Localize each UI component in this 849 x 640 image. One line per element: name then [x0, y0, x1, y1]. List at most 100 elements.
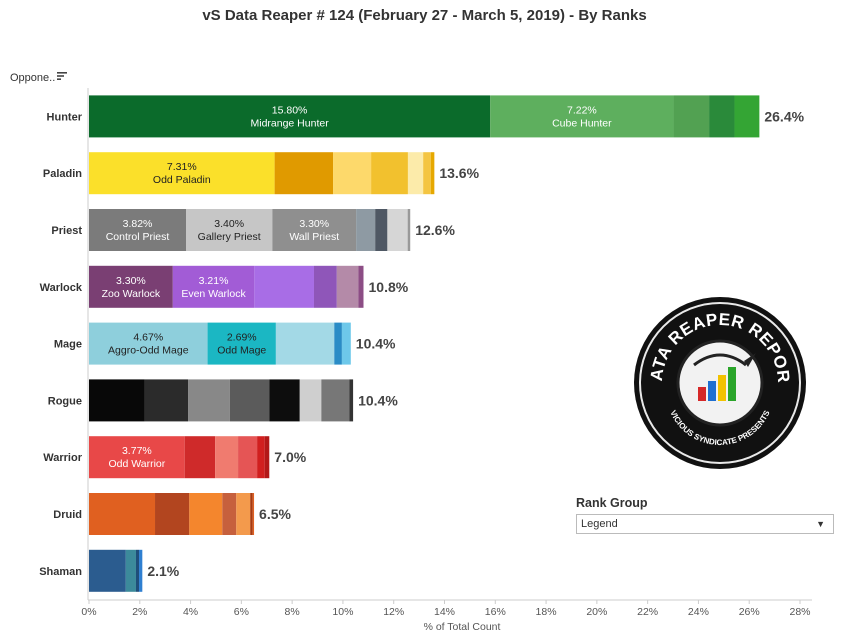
- bar-value-label: 7.22%: [567, 104, 597, 116]
- bar-segment-paladin-2[interactable]: [333, 152, 372, 195]
- opponent-filter-label[interactable]: Oppone..: [10, 72, 56, 84]
- bar-segment-rogue-0[interactable]: [89, 379, 145, 422]
- category-total-label: 7.0%: [274, 449, 306, 465]
- bar-segment-hunter-2[interactable]: [673, 95, 710, 138]
- bar-segment-paladin-5[interactable]: [423, 152, 431, 195]
- bar-segment-priest-5[interactable]: [387, 209, 408, 251]
- bar-segment-paladin-3[interactable]: [371, 152, 408, 195]
- bar-archetype-label: Aggro-Odd Mage: [108, 345, 189, 357]
- bar-segment-shaman-2[interactable]: [135, 549, 140, 592]
- bar-segment-mage-2[interactable]: [275, 322, 335, 365]
- bar-segment-priest-4[interactable]: [375, 209, 388, 251]
- bar-segment-paladin-0[interactable]: [89, 152, 275, 195]
- bar-segment-druid-6[interactable]: [252, 493, 255, 535]
- bar-archetype-label: Wall Priest: [289, 231, 339, 243]
- bar-segment-warrior-3[interactable]: [238, 436, 258, 479]
- bar-segment-mage-0[interactable]: [89, 322, 208, 365]
- bar-segment-priest-2[interactable]: [272, 209, 357, 251]
- x-tick-label: 6%: [234, 606, 249, 618]
- bar-segment-mage-1[interactable]: [207, 322, 276, 365]
- bar-segment-shaman-1[interactable]: [125, 549, 136, 592]
- category-label-rogue: Rogue: [48, 395, 82, 407]
- bar-segment-shaman-0[interactable]: [89, 549, 126, 592]
- bar-segment-priest-0[interactable]: [89, 209, 186, 251]
- chevron-down-icon[interactable]: ▼: [816, 519, 825, 529]
- bar-segment-druid-2[interactable]: [189, 493, 223, 535]
- bar-segment-hunter-1[interactable]: [490, 95, 674, 138]
- bar-segment-warlock-0[interactable]: [89, 265, 173, 308]
- bar-segment-warlock-1[interactable]: [172, 265, 255, 308]
- category-label-druid: Druid: [53, 509, 82, 521]
- bar-segment-warrior-2[interactable]: [215, 436, 239, 479]
- bar-value-label: 3.82%: [123, 218, 153, 230]
- bar-value-label: 7.31%: [167, 161, 197, 173]
- bar-segment-warlock-4[interactable]: [336, 265, 359, 308]
- bar-segment-warrior-5[interactable]: [264, 436, 270, 479]
- bar-segment-paladin-6[interactable]: [430, 152, 435, 195]
- bar-segment-hunter-0[interactable]: [89, 95, 491, 138]
- x-tick-label: 12%: [383, 606, 404, 618]
- bar-segment-priest-6[interactable]: [407, 209, 411, 251]
- bar-segment-warlock-5[interactable]: [358, 265, 364, 308]
- bar-segment-rogue-1[interactable]: [144, 379, 189, 422]
- bar-segment-druid-1[interactable]: [155, 493, 190, 535]
- bars-layer: Hunter 15.80%Midrange Hunter 7.22%Cube Hun…: [39, 95, 805, 592]
- category-total-label: 2.1%: [147, 563, 179, 579]
- bar-segment-paladin-4[interactable]: [407, 152, 424, 195]
- bar-segment-druid-0[interactable]: [89, 493, 156, 535]
- rank-group-title: Rank Group: [576, 496, 648, 510]
- chart-title: vS Data Reaper # 124 (February 27 - Marc…: [202, 7, 647, 24]
- sort-icon[interactable]: [56, 70, 68, 82]
- rank-group-selected-value: Legend: [581, 518, 618, 530]
- bar-segment-rogue-2[interactable]: [188, 379, 230, 422]
- bar-segment-priest-1[interactable]: [186, 209, 273, 251]
- bar-segment-warrior-1[interactable]: [184, 436, 216, 479]
- category-label-priest: Priest: [51, 225, 82, 237]
- bar-archetype-label: Gallery Priest: [198, 231, 261, 243]
- bar-segment-druid-5[interactable]: [250, 493, 253, 535]
- ticks-layer: 0% 2% 4% 6% 8% 10% 12% 14% 16% 18% 20% 22% 24% 26% 28%: [81, 600, 811, 618]
- bar-segment-rogue-7[interactable]: [349, 379, 354, 422]
- bar-segment-mage-3[interactable]: [334, 322, 342, 365]
- bar-value-label: 3.21%: [199, 275, 229, 287]
- x-tick-label: 28%: [789, 606, 810, 618]
- bar-segment-warrior-0[interactable]: [89, 436, 185, 479]
- x-tick-label: 24%: [688, 606, 709, 618]
- bar-segment-warlock-3[interactable]: [313, 265, 337, 308]
- bar-segment-shaman-3[interactable]: [139, 549, 143, 592]
- bar-value-label: 3.77%: [122, 445, 152, 457]
- bar-segment-rogue-3[interactable]: [229, 379, 270, 422]
- x-tick-label: 20%: [586, 606, 607, 618]
- bar-segment-druid-3[interactable]: [222, 493, 237, 535]
- bar-segment-hunter-4[interactable]: [734, 95, 760, 138]
- category-total-label: 10.4%: [356, 336, 396, 352]
- x-tick-label: 22%: [637, 606, 658, 618]
- bar-segment-druid-4[interactable]: [236, 493, 251, 535]
- data-reaper-report-logo: DATA REAPER REPORT VICIOUS SYNDICATE PRE…: [632, 295, 806, 469]
- bar-archetype-label: Even Warlock: [181, 288, 246, 300]
- x-tick-label: 4%: [183, 606, 198, 618]
- bar-segment-hunter-3[interactable]: [709, 95, 735, 138]
- bar-segment-rogue-6[interactable]: [321, 379, 350, 422]
- bar-archetype-label: Odd Paladin: [153, 174, 211, 186]
- x-tick-label: 26%: [739, 606, 760, 618]
- bar-value-label: 3.30%: [116, 275, 146, 287]
- bar-segment-paladin-1[interactable]: [274, 152, 334, 195]
- category-total-label: 6.5%: [259, 506, 291, 522]
- bar-archetype-label: Cube Hunter: [552, 117, 612, 129]
- bar-segment-warlock-2[interactable]: [254, 265, 314, 308]
- bar-segment-warrior-4[interactable]: [257, 436, 265, 479]
- bar-archetype-label: Odd Warrior: [108, 458, 165, 470]
- bar-segment-priest-3[interactable]: [356, 209, 376, 251]
- bar-segment-rogue-5[interactable]: [299, 379, 322, 422]
- rank-group-select[interactable]: Legend ▼: [576, 514, 834, 534]
- category-total-label: 10.4%: [358, 392, 398, 408]
- x-tick-label: 2%: [132, 606, 147, 618]
- bar-segment-rogue-4[interactable]: [269, 379, 300, 422]
- category-label-shaman: Shaman: [39, 566, 82, 578]
- x-tick-label: 18%: [536, 606, 557, 618]
- bar-segment-mage-4[interactable]: [341, 322, 351, 365]
- bar-value-label: 3.40%: [214, 218, 244, 230]
- bar-value-label: 3.30%: [299, 218, 329, 230]
